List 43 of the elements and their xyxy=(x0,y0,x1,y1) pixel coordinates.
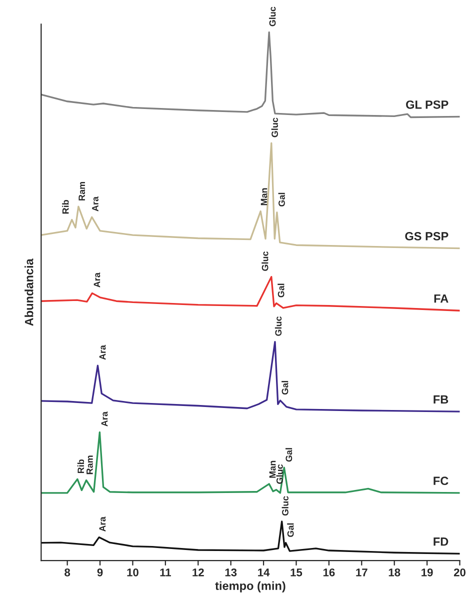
annotation: Rib xyxy=(77,459,84,474)
annotation: Gluc xyxy=(274,316,282,336)
x-axis-title: tiempo (min) xyxy=(215,581,286,592)
x-tick-label: 9 xyxy=(97,568,103,576)
annotation: Rib xyxy=(62,200,69,214)
series-label: GL PSP xyxy=(406,100,448,109)
annotation: Ram xyxy=(86,456,93,474)
x-tick-label: 17 xyxy=(356,568,368,576)
x-tick-label: 15 xyxy=(290,568,302,576)
series-label: GS PSP xyxy=(405,232,448,240)
x-tick-label: 8 xyxy=(64,568,70,576)
annotation: Gluc xyxy=(271,118,278,138)
annotation: Ram xyxy=(78,182,86,200)
x-tick-label: 16 xyxy=(323,568,335,576)
annotation: Gluc xyxy=(269,6,276,26)
y-axis-title: Abundancia xyxy=(24,258,34,326)
annotation: Man xyxy=(260,188,268,206)
annotation: Gal xyxy=(282,380,288,395)
series-label: FA xyxy=(434,294,448,303)
annotation: Gal xyxy=(278,284,284,298)
x-tick-label: 10 xyxy=(127,568,138,576)
annotation: Gluc xyxy=(276,464,283,484)
x-tick-label: 14 xyxy=(258,568,270,576)
annotation: Gal xyxy=(278,192,285,206)
annotation: Gluc xyxy=(282,496,288,516)
x-tick-label: 13 xyxy=(225,568,237,576)
annotation: Ara xyxy=(94,272,100,288)
x-tick-label: 12 xyxy=(192,568,204,576)
series-label: FC xyxy=(434,476,448,486)
annotation: Ara xyxy=(99,516,106,532)
x-tick-label: 19 xyxy=(422,568,433,576)
annotation: Gal xyxy=(287,523,294,537)
x-tick-label: 11 xyxy=(160,568,171,576)
annotation: Ara xyxy=(101,411,108,426)
series-label: FD xyxy=(434,538,448,546)
annotation: Ara xyxy=(92,196,98,212)
annotation: Gluc xyxy=(262,251,268,271)
x-tick-label: 20 xyxy=(454,568,466,576)
x-tick-label: 18 xyxy=(388,568,400,576)
annotation: Gal xyxy=(285,448,292,462)
series-label: FB xyxy=(434,395,448,404)
annotation: Man xyxy=(269,460,276,478)
annotation: Ara xyxy=(99,344,106,360)
